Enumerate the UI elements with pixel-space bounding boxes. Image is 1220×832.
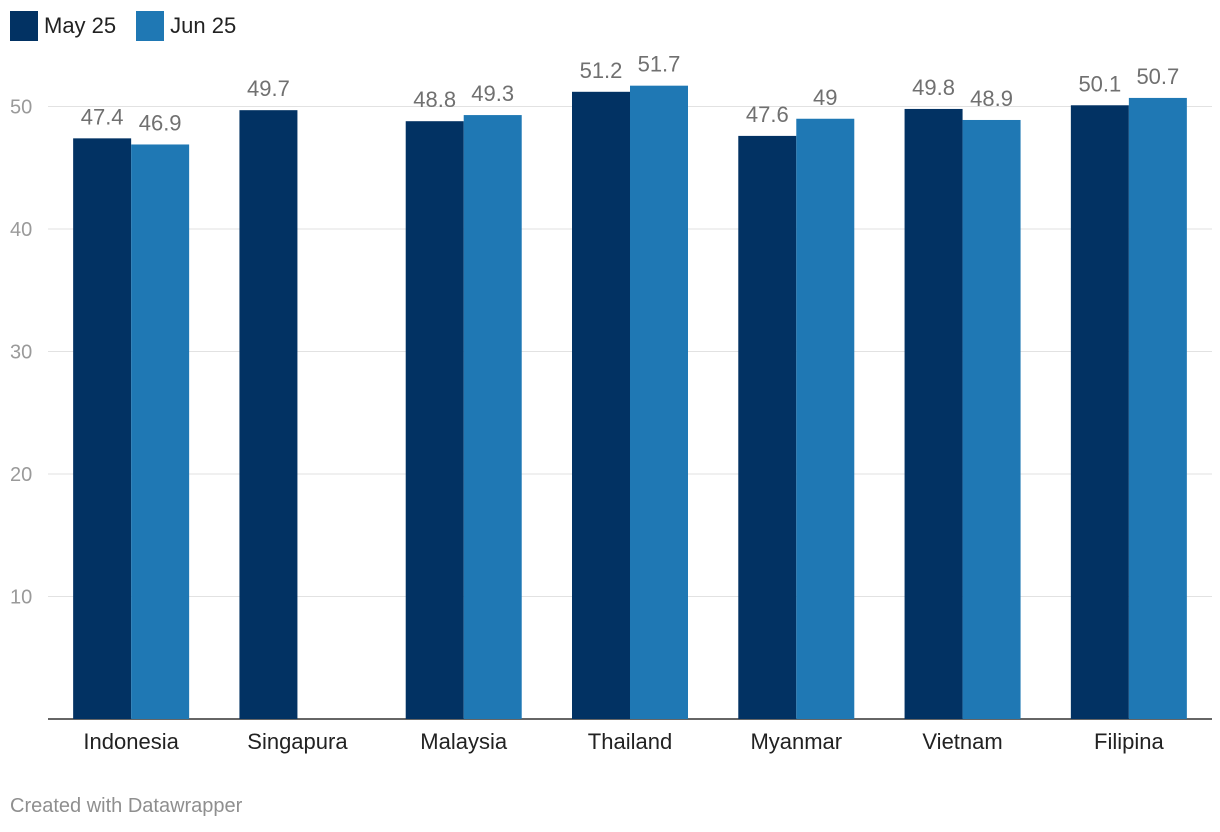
data-label-indonesia-jun-25: 46.9 <box>139 110 182 135</box>
data-label-vietnam-may-25: 49.8 <box>912 75 955 100</box>
legend: May 25 Jun 25 <box>10 10 256 42</box>
legend-item-may-25: May 25 <box>10 11 116 41</box>
bar-thailand-may-25 <box>572 91 630 720</box>
y-tick-label-40: 40 <box>10 219 32 241</box>
data-label-indonesia-may-25: 47.4 <box>81 104 124 129</box>
y-tick-label-10: 10 <box>10 587 32 609</box>
y-tick-label-50: 50 <box>10 97 32 119</box>
data-label-myanmar-may-25: 47.6 <box>746 102 789 127</box>
data-label-filipina-jun-25: 50.7 <box>1136 64 1179 89</box>
bar-filipina-jun-25 <box>1128 97 1187 720</box>
bar-thailand-jun-25 <box>630 85 688 720</box>
bar-myanmar-may-25 <box>738 135 797 719</box>
data-label-singapura-may-25: 49.7 <box>247 76 290 101</box>
bar-singapura-may-25 <box>239 110 298 720</box>
data-label-malaysia-may-25: 48.8 <box>413 87 456 112</box>
x-tick-label-indonesia: Indonesia <box>83 729 179 754</box>
y-tick-label-30: 30 <box>10 342 32 364</box>
x-tick-label-myanmar: Myanmar <box>750 729 842 754</box>
bar-malaysia-jun-25 <box>463 115 522 719</box>
data-label-thailand-may-25: 51.2 <box>580 58 623 83</box>
legend-item-jun-25: Jun 25 <box>136 11 236 41</box>
bar-vietnam-may-25 <box>904 108 963 719</box>
legend-label-may-25: May 25 <box>44 13 117 38</box>
x-tick-label-thailand: Thailand <box>588 729 672 754</box>
x-tick-label-filipina: Filipina <box>1094 729 1164 754</box>
data-label-vietnam-jun-25: 48.9 <box>970 86 1013 111</box>
data-label-malaysia-jun-25: 49.3 <box>471 81 514 106</box>
bar-indonesia-may-25 <box>73 138 132 720</box>
bar-vietnam-jun-25 <box>962 119 1021 720</box>
legend-swatch-jun-25 <box>136 11 165 41</box>
x-tick-label-vietnam: Vietnam <box>922 729 1002 754</box>
data-label-filipina-may-25: 50.1 <box>1078 71 1121 96</box>
y-tick-label-20: 20 <box>10 464 32 486</box>
footer-credit: Created with Datawrapper <box>10 795 243 817</box>
legend-swatch-may-25 <box>10 11 38 41</box>
bar-filipina-may-25 <box>1070 105 1129 719</box>
legend-label-jun-25: Jun 25 <box>170 13 237 38</box>
bar-myanmar-jun-25 <box>796 118 855 719</box>
bar-malaysia-may-25 <box>405 121 464 719</box>
x-tick-label-malaysia: Malaysia <box>420 729 508 754</box>
bar-indonesia-jun-25 <box>131 144 190 720</box>
x-tick-label-singapura: Singapura <box>247 729 348 754</box>
data-label-thailand-jun-25: 51.7 <box>638 52 681 77</box>
data-label-myanmar-jun-25: 49 <box>813 85 837 110</box>
